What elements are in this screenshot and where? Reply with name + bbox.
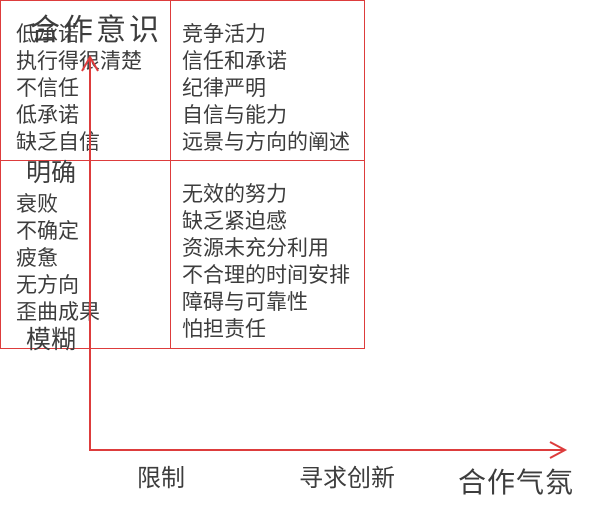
quadrant-item: 障碍与可靠性	[182, 290, 308, 314]
x-label-seek-innovation: 寻求创新	[299, 466, 395, 492]
y-axis-title: 合作意识	[30, 14, 162, 47]
quadrant-item: 衰败	[16, 192, 58, 216]
quadrant-item: 疲惫	[16, 246, 58, 270]
quadrant-item: 缺乏自信	[16, 130, 100, 154]
quadrant-bottom-right: 无效的努力缺乏紧迫感资源未充分利用 不合理的时间安排 障碍与可靠性 怕担责任	[171, 161, 364, 348]
quadrant-item: 无效的努力	[182, 182, 287, 206]
quadrant-item: 歪曲成果	[16, 300, 100, 324]
quadrant-item: 远景与方向的阐述	[182, 130, 350, 154]
quadrant-bottom-left: 衰败不确定疲惫无方向歪曲成果	[1, 161, 171, 348]
quadrant-item: 信任和承诺	[182, 49, 287, 73]
quadrant-item: 不确定	[16, 219, 79, 243]
quadrant-top-left: 低承诺 执行得很清楚 不信任 低承诺 缺乏自信	[1, 1, 171, 161]
x-axis-title: 合作气氛	[458, 468, 575, 499]
quadrant-item: 低承诺	[16, 22, 79, 46]
y-label-vague: 模糊	[26, 327, 77, 354]
quadrant-item: 资源未充分利用	[182, 236, 329, 260]
quadrant-item: 不合理的时间安排	[182, 263, 350, 287]
quadrant-item: 缺乏紧迫感	[182, 209, 287, 233]
quadrant-item: 不信任	[16, 76, 79, 100]
y-label-clear: 明确	[26, 160, 77, 187]
quadrant-item: 纪律严明	[182, 76, 266, 100]
x-label-restrict: 限制	[137, 466, 185, 492]
quadrant-item: 自信与能力	[182, 103, 287, 127]
quadrant-item: 无方向	[16, 273, 79, 297]
quadrant-item: 竞争活力	[182, 22, 266, 46]
quadrant-grid: 低承诺 执行得很清楚 不信任 低承诺 缺乏自信 竞争活力 信任和承诺 纪律严明 自信与能力 远景…	[0, 0, 365, 349]
quadrant-top-right: 竞争活力信任和承诺纪律严明自信与能力远景与方向的阐述	[171, 1, 364, 161]
quadrant-item: 怕担责任	[182, 317, 266, 341]
x-axis-arrow-icon	[549, 441, 568, 459]
quadrant-item: 低承诺	[16, 103, 79, 127]
quadrant-item: 执行得很清楚	[16, 49, 142, 73]
